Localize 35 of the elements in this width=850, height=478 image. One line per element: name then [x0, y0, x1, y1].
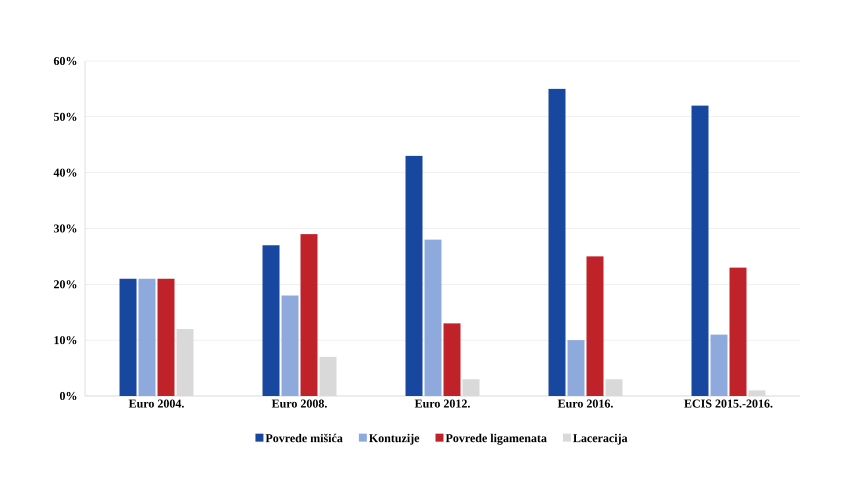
- y-tick-label: 50%: [54, 112, 76, 121]
- x-tick-label: Euro 2016.: [558, 400, 613, 408]
- bar: [462, 379, 480, 396]
- bar: [710, 334, 728, 396]
- bar: [748, 390, 766, 396]
- bar: [586, 256, 604, 396]
- bar: [158, 278, 175, 396]
- bar: [406, 156, 423, 396]
- x-tick-label: Euro 2004.: [128, 400, 184, 408]
- y-tick-label: 30%: [54, 224, 76, 233]
- y-tick-label: 40%: [54, 168, 76, 177]
- bar: [138, 278, 156, 396]
- legend-label: Povrede mišića: [266, 434, 343, 442]
- y-tick-label: 10%: [54, 336, 76, 344]
- bar: [444, 323, 461, 396]
- legend-label: Povrede ligamenata: [446, 434, 547, 445]
- bar: [548, 88, 566, 396]
- bar: [730, 268, 746, 396]
- bar: [262, 245, 280, 396]
- bar: [282, 295, 299, 396]
- bar: [120, 278, 137, 396]
- bar: [300, 234, 318, 396]
- bar: [692, 106, 708, 396]
- bar: [320, 356, 337, 396]
- y-tick-label: 20%: [54, 280, 76, 288]
- y-tick-label: 60%: [54, 56, 76, 66]
- x-tick-label: Euro 2008.: [272, 400, 327, 408]
- legend-label: Kontuzije: [369, 434, 420, 445]
- bar: [568, 340, 584, 396]
- legend-label: Laceracija: [573, 434, 628, 445]
- x-tick-label: ECIS 2015.-2016.: [684, 400, 772, 408]
- bar: [424, 240, 442, 396]
- y-tick-label: 0%: [60, 392, 76, 400]
- x-tick-label: Euro 2012.: [414, 400, 470, 408]
- bar: [606, 379, 623, 396]
